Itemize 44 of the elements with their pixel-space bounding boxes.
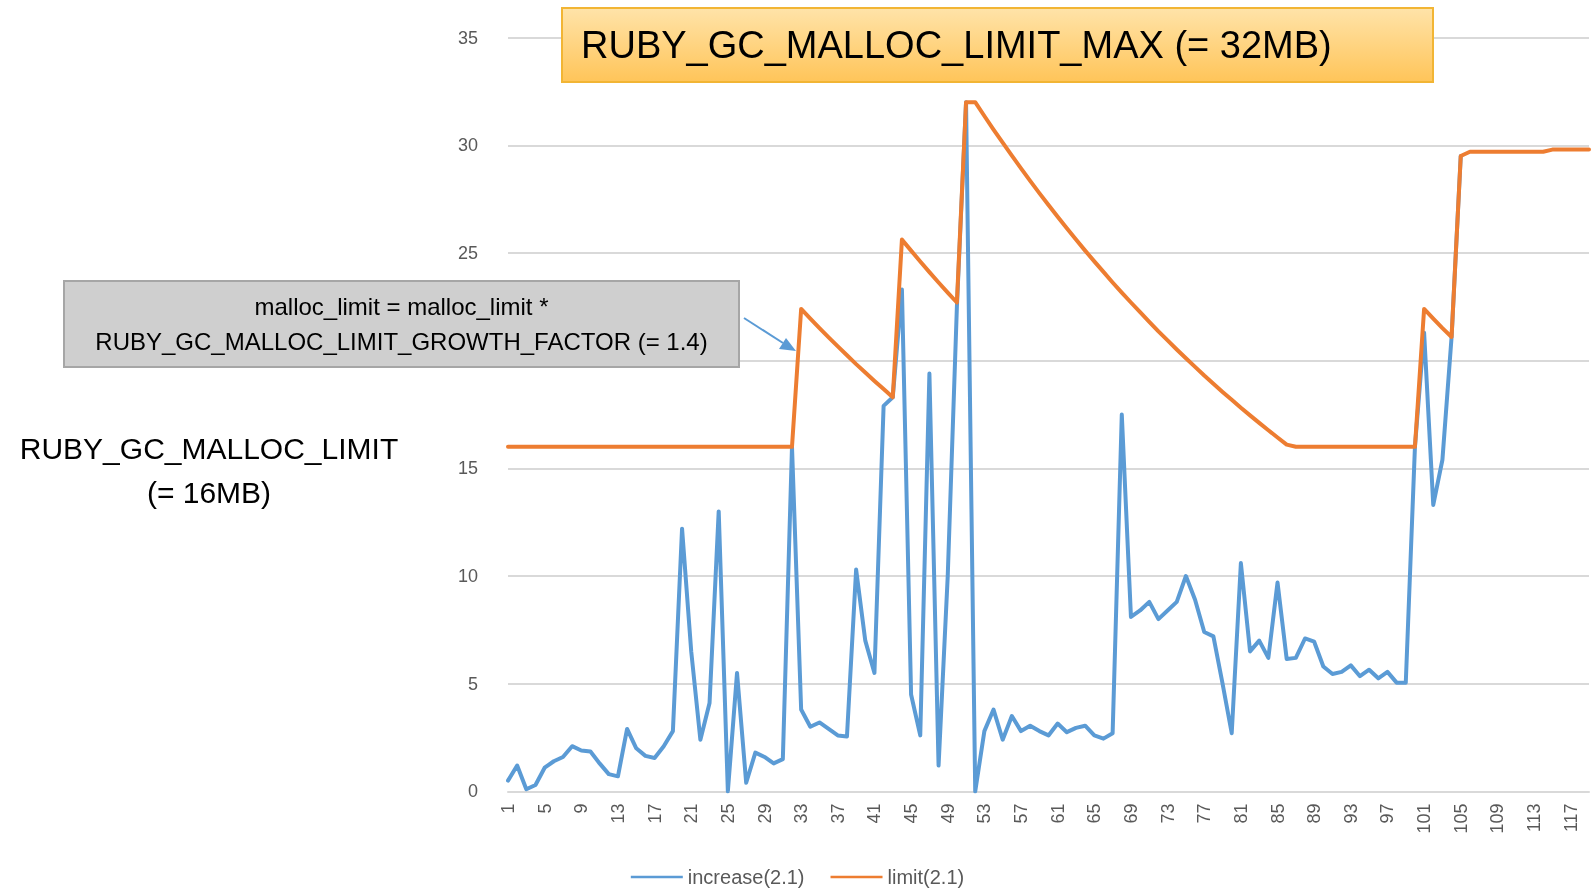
x-tick-label: 49: [937, 803, 958, 824]
x-tick-label: 5: [534, 803, 555, 814]
x-tick-label: 41: [864, 803, 885, 824]
x-tick-label: 17: [644, 803, 665, 824]
legend-label: increase(2.1): [687, 866, 805, 888]
x-tick-label: 97: [1377, 803, 1398, 824]
x-tick-label: 105: [1450, 803, 1471, 834]
x-tick-label: 65: [1084, 803, 1105, 824]
x-tick-label: 21: [681, 803, 702, 824]
x-tick-label: 61: [1047, 803, 1068, 824]
x-tick-label: 33: [791, 803, 812, 824]
x-tick-label: 1: [498, 803, 518, 814]
note-box: malloc_limit = malloc_limit * RUBY_GC_MALLOC_LIMIT_GROWTH_FACTOR (= 1.4): [63, 280, 740, 368]
y-tick-label: 15: [457, 458, 478, 479]
annotation: RUBY_GC_MALLOC_LIMIT_MAX (= 32MB): [581, 23, 1332, 67]
x-tick-label: 89: [1304, 803, 1325, 824]
note-box: RUBY_GC_MALLOC_LIMIT_MAX (= 32MB): [561, 7, 1434, 83]
x-tick-label: 81: [1230, 803, 1251, 824]
x-tick-label: 29: [754, 803, 775, 824]
x-tick-label: 9: [571, 803, 592, 814]
legend-label: limit(2.1): [887, 866, 965, 888]
y-tick-label: 25: [457, 242, 478, 263]
x-tick-label: 85: [1267, 803, 1288, 824]
x-tick-label: 93: [1340, 803, 1361, 824]
y-tick-label: 5: [467, 673, 478, 694]
x-tick-label: 77: [1194, 803, 1215, 824]
x-tick-label: 101: [1414, 803, 1435, 834]
y-tick-label: 35: [457, 27, 478, 48]
x-tick-label: 53: [974, 803, 995, 824]
x-tick-label: 109: [1487, 803, 1508, 834]
x-tick-label: 45: [901, 803, 922, 824]
x-tick-label: 73: [1157, 803, 1178, 824]
x-tick-label: 57: [1011, 803, 1032, 824]
y-tick-label: 30: [457, 135, 478, 156]
x-tick-label: 113: [1524, 803, 1545, 833]
y-tick-label: 10: [457, 566, 478, 587]
y-tick-label: 0: [467, 781, 478, 802]
annotation: malloc_limit = malloc_limit * RUBY_GC_MALLOC_LIMIT_GROWTH_FACTOR (= 1.4): [94, 292, 709, 357]
x-tick-label: 13: [607, 803, 628, 824]
x-tick-label: 117: [1560, 803, 1581, 833]
x-tick-label: 37: [827, 803, 848, 824]
x-tick-label: 69: [1120, 803, 1141, 824]
text: RUBY_GC_MALLOC_LIMIT (= 16MB): [19, 432, 399, 509]
x-tick-label: 25: [717, 803, 738, 824]
